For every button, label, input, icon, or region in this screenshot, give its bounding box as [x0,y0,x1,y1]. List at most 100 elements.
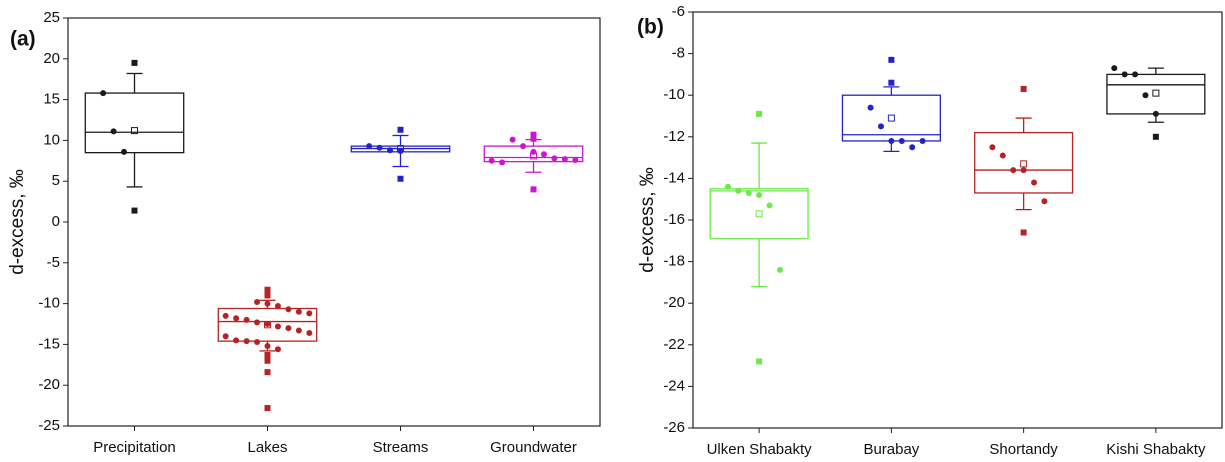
data-point [520,143,527,150]
y-axis-label: d-excess, ‰ [637,167,658,273]
outlier [1020,85,1027,92]
data-point [776,266,783,273]
outlier [530,135,537,142]
outlier [397,126,404,133]
data-point [1031,179,1038,186]
data-point [285,325,292,332]
box [483,145,584,163]
plot-frame [67,17,601,427]
outlier [264,286,271,293]
data-point [540,151,547,158]
data-point [877,123,884,130]
data-point [1132,71,1139,78]
box [974,131,1074,194]
panel-label: (a) [10,28,36,51]
outlier [264,369,271,376]
data-point [274,346,281,353]
outlier [888,56,895,63]
outlier [1020,229,1027,236]
data-point [756,192,763,199]
data-point [243,338,250,345]
y-tick-label: -14 [663,169,685,186]
data-point [745,189,752,196]
data-point [295,308,302,315]
data-point [499,159,506,166]
data-point [233,337,240,344]
y-axis-label: d-excess, ‰ [7,169,28,275]
box [1106,73,1206,115]
x-tick-label: Groundwater [490,439,577,456]
data-point [1152,110,1159,117]
data-point [561,156,568,163]
outlier [1152,133,1159,140]
data-point [766,202,773,209]
data-point [295,327,302,334]
outlier [530,131,537,138]
data-point [306,329,313,336]
panel-label: (b) [637,16,664,39]
data-point [1010,167,1017,174]
outlier [264,352,271,359]
x-tick-label: Shortandy [989,441,1058,458]
y-tick-label: -22 [663,336,685,353]
y-tick-label: -18 [663,253,685,270]
data-point [274,323,281,330]
box [84,92,185,154]
y-tick-label: 5 [52,172,60,189]
y-tick-label: -6 [672,3,685,20]
data-point [1111,65,1118,72]
data-point [264,300,271,307]
data-point [285,306,292,313]
y-tick-label: 25 [43,9,60,26]
outlier [530,186,537,193]
data-point [222,312,229,319]
y-tick-label: -5 [47,254,60,271]
data-point [243,316,250,323]
outlier [264,405,271,412]
y-tick-label: -12 [663,128,685,145]
data-point [551,155,558,162]
y-tick-label: 10 [43,131,60,148]
x-tick-label: Streams [373,439,429,456]
outlier [756,110,763,117]
data-point [397,148,404,155]
data-point [222,333,229,340]
outlier [397,175,404,182]
data-point [1142,92,1149,99]
y-tick-label: 15 [43,91,60,108]
mean-marker [131,127,138,135]
data-point [254,319,261,326]
data-point [264,343,271,350]
data-point [509,136,516,143]
y-tick-label: -24 [663,377,685,394]
x-tick-label: Ulken Shabakty [707,441,813,458]
outlier [131,207,138,214]
data-point [488,157,495,164]
outlier [264,357,271,364]
data-point [724,183,731,190]
data-point [274,303,281,310]
data-point [376,144,383,151]
outlier [131,59,138,66]
box [709,188,809,240]
mean-marker [755,210,763,218]
data-point [1121,71,1128,78]
mean-marker [1020,160,1028,168]
mean-marker [887,114,895,122]
data-point [121,148,128,155]
x-tick-label: Lakes [247,439,287,456]
data-point [898,137,905,144]
data-point [989,144,996,151]
data-point [110,128,117,135]
data-point [919,137,926,144]
y-tick-label: -20 [38,376,60,393]
data-point [572,156,579,163]
data-point [233,315,240,322]
outlier [264,292,271,299]
y-tick-label: -8 [672,45,685,62]
outlier [888,79,895,86]
data-point [264,321,271,327]
data-point [306,310,313,317]
y-tick-label: -10 [38,295,60,312]
